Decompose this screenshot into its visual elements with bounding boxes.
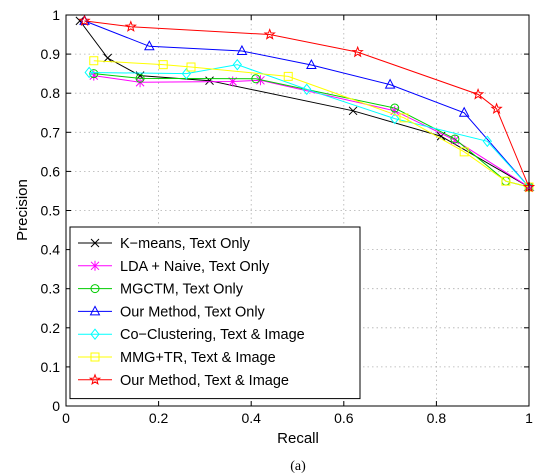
legend-label: Our Method, Text Only (120, 304, 266, 320)
data-point (283, 71, 293, 81)
data-point (306, 58, 317, 70)
data-point (158, 60, 168, 70)
x-tick-labels: 0 0.2 0.4 0.6 0.8 1 (62, 410, 533, 426)
data-point (459, 147, 469, 157)
data-point (236, 44, 248, 55)
x-tick-label: 1 (525, 410, 533, 426)
legend-marker (90, 238, 100, 248)
data-point (89, 56, 99, 66)
data-point (256, 75, 265, 86)
data-point (75, 16, 85, 26)
data-point (351, 45, 364, 58)
y-tick-label: 0 (52, 398, 60, 414)
data-point (384, 78, 396, 89)
x-tick-label: 0.6 (334, 410, 354, 426)
tick-marks (65, 14, 530, 407)
legend-item: K−means, Text Only (78, 236, 251, 252)
figure-caption: (a) (290, 459, 306, 474)
legend-box (69, 226, 361, 400)
data-point (490, 102, 503, 115)
legend-marker (89, 305, 101, 316)
legend-label: MMG+TR, Text & Image (120, 350, 276, 366)
data-point (390, 112, 400, 125)
data-point (482, 135, 492, 148)
data-point (501, 176, 511, 186)
series-line (93, 60, 530, 188)
legend-item: MMG+TR, Text & Image (78, 350, 276, 366)
data-point (186, 62, 196, 72)
data-point (103, 53, 113, 63)
y-tick-labels: 0 0.1 0.2 0.3 0.4 0.5 0.6 0.7 0.8 0.9 1 (41, 7, 61, 414)
data-point (181, 67, 192, 80)
legend-label: Our Method, Text & Image (120, 373, 289, 389)
y-tick-label: 0.6 (41, 163, 61, 179)
y-tick-label: 1 (52, 7, 60, 23)
legend-item: LDA + Naive, Text Only (78, 259, 270, 275)
data-point (89, 69, 99, 79)
data-point (263, 28, 276, 40)
legend-label: LDA + Naive, Text Only (120, 259, 270, 275)
legend-item: Co−Clustering, Text & Image (78, 327, 305, 343)
y-tick-label: 0.8 (41, 85, 61, 101)
data-point (124, 20, 137, 32)
data-point (471, 87, 485, 100)
data-point (135, 73, 145, 83)
x-tick-label: 0.2 (149, 410, 169, 426)
y-tick-label: 0.5 (41, 203, 61, 219)
y-tick-label: 0.4 (41, 242, 61, 258)
data-point (232, 58, 242, 71)
data-point (390, 103, 400, 113)
series-7 (78, 14, 535, 193)
legend-label: K−means, Text Only (120, 236, 251, 252)
data-point (144, 40, 155, 51)
x-tick-label: 0.8 (427, 410, 447, 426)
y-tick-label: 0.1 (41, 359, 61, 375)
legend-item: Our Method, Text Only (78, 304, 266, 320)
data-point (348, 106, 358, 116)
legend-marker (90, 328, 100, 341)
legend-item: MGCTM, Text Only (78, 282, 244, 298)
data-point (205, 76, 214, 86)
legend-label: Co−Clustering, Text & Image (120, 327, 305, 343)
legend-marker (90, 352, 100, 362)
y-tick-label: 0.7 (41, 124, 61, 140)
data-point (79, 14, 90, 25)
series-line (84, 20, 530, 188)
legend-label: MGCTM, Text Only (120, 282, 244, 298)
y-axis-title: Precision (14, 179, 31, 241)
legend-marker (88, 373, 102, 386)
y-tick-label: 0.2 (41, 320, 61, 336)
data-point (302, 83, 312, 96)
series-layer (75, 14, 535, 193)
legend-item: Our Method, Text & Image (78, 373, 289, 389)
legend-marker (90, 260, 100, 271)
data-point (458, 106, 470, 117)
data-point (399, 113, 409, 123)
x-axis-title: Recall (277, 430, 319, 447)
x-tick-label: 0.4 (241, 410, 261, 426)
data-point (450, 134, 460, 144)
y-tick-label: 0.3 (41, 281, 61, 297)
y-tick-label: 0.9 (41, 46, 61, 62)
data-point (84, 66, 94, 79)
x-tick-label: 0 (62, 410, 70, 426)
data-point (251, 74, 261, 84)
legend-marker (90, 284, 100, 294)
legend: K−means, Text Only LDA + Naive, Text Only… (69, 226, 361, 400)
data-point (78, 14, 91, 27)
series-line (84, 20, 530, 188)
series-line (89, 64, 530, 188)
